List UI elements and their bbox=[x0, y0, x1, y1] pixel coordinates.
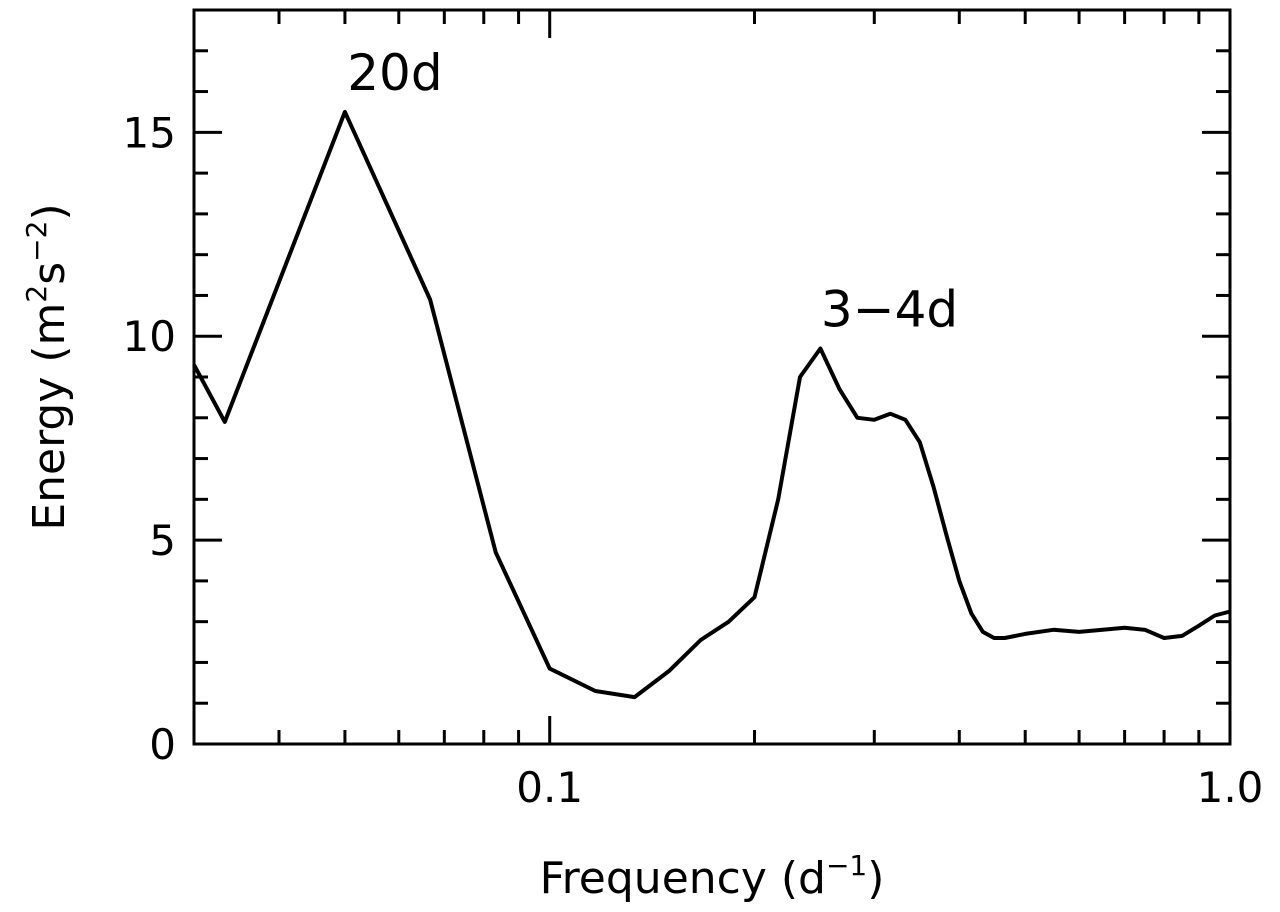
x-axis-title: Frequency (d−1) bbox=[540, 849, 885, 904]
x-tick-label: 0.1 bbox=[516, 763, 583, 812]
annotations: 20d 3−4d bbox=[347, 44, 958, 339]
y-tick-label: 15 bbox=[123, 108, 176, 157]
plot-frame bbox=[192, 8, 1232, 746]
y-tick-label: 5 bbox=[149, 516, 176, 565]
energy-spectrum-line bbox=[192, 109, 1231, 700]
peak-annotation: 20d bbox=[347, 44, 442, 102]
x-tick-label: 1.0 bbox=[1197, 763, 1264, 812]
peak-annotation: 3−4d bbox=[821, 280, 958, 338]
series-layer bbox=[192, 109, 1231, 700]
tick-labels: 0 5 10 15 0.1 1.0 bbox=[123, 108, 1264, 812]
y-tick-label: 10 bbox=[123, 312, 176, 361]
y-axis-title: Energy (m2s−2) bbox=[20, 203, 75, 530]
y-tick-label: 0 bbox=[149, 720, 176, 769]
